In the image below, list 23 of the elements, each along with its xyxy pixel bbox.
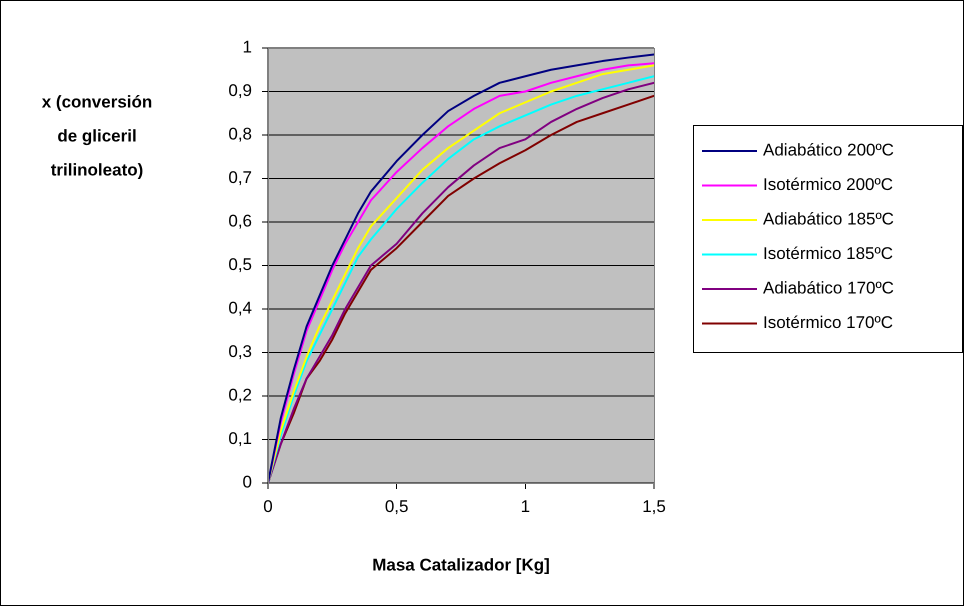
x-tick-label: 1,5 (642, 496, 666, 516)
legend-label: Adiabático 200ºC (763, 140, 894, 160)
legend-label: Isotérmico 200ºC (763, 175, 893, 194)
x-axis-title: Masa Catalizador [Kg] (372, 555, 550, 574)
legend-label: Adiabático 185ºC (763, 210, 894, 229)
y-tick-label: 1 (242, 38, 252, 57)
y-tick-label: 0,9 (228, 81, 252, 100)
y-tick-label: 0,5 (228, 255, 252, 274)
y-tick-label: 0,4 (228, 298, 252, 318)
legend-label: Isotérmico 170ºC (763, 313, 893, 332)
legend-label: Isotérmico 185ºC (763, 244, 893, 264)
y-axis-title: x (conversión de gliceril trilinoleato) (42, 92, 152, 180)
x-tick-label: 0 (263, 496, 273, 516)
y-tick-label: 0 (242, 472, 252, 492)
y-tick-label: 0,6 (228, 212, 252, 231)
y-tick-label: 0,7 (228, 168, 252, 188)
legend-label: Adiabático 170ºC (763, 278, 894, 298)
x-tick-label: 0,5 (384, 496, 408, 516)
y-tick-label: 0,2 (228, 386, 252, 405)
x-tick-label: 1 (520, 496, 530, 516)
y-tick-label: 0,3 (228, 342, 252, 362)
y-tick-label: 0,8 (228, 124, 252, 144)
y-tick-label: 0,1 (228, 429, 252, 448)
